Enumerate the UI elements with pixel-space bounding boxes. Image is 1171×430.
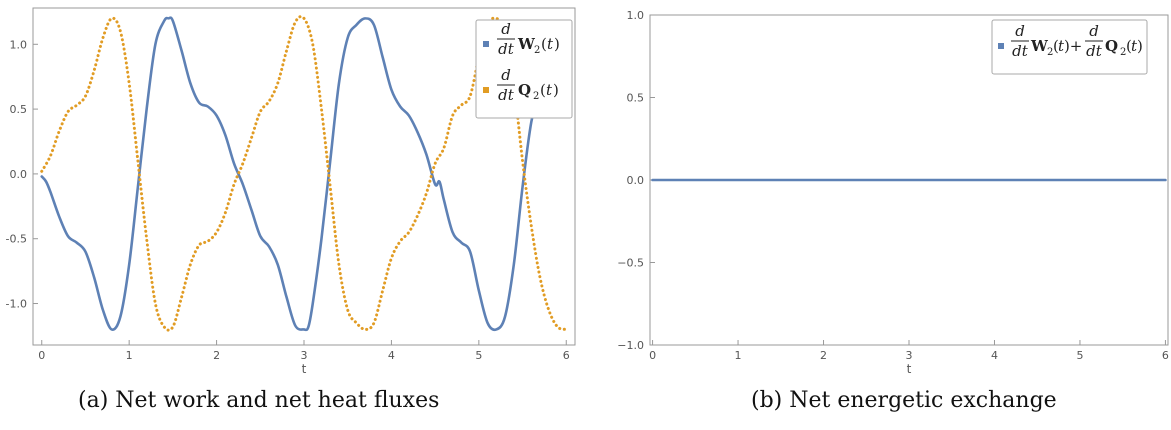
chart-b-y-tick-label: −1.0 [617, 339, 644, 352]
svg-text:2: 2 [533, 91, 539, 102]
legend-a-label-work: d dt W 2 ( t ) [497, 20, 560, 58]
chart-b-x-tick-label: 6 [1162, 349, 1169, 362]
legend-a-swatch-work [483, 41, 489, 47]
svg-text:2: 2 [1047, 47, 1053, 58]
svg-text:t: t [546, 81, 553, 99]
svg-text:Q: Q [1105, 37, 1118, 55]
svg-text:): ) [1137, 37, 1143, 55]
chart-b-x-tick-label: 5 [1076, 349, 1083, 362]
svg-text:dt: dt [1012, 42, 1029, 60]
svg-text:): ) [1064, 37, 1070, 55]
chart-a-y-tick-label: 1.0 [10, 38, 28, 51]
legend-a-label-heat: d dt Q 2 ( t ) [497, 66, 559, 104]
caption-a: (a) Net work and net heat fluxes [78, 388, 440, 413]
chart-a-x-tick-label: 3 [301, 349, 308, 362]
svg-text:d: d [501, 66, 511, 84]
chart-a-y-tick-label: -1.0 [6, 298, 27, 311]
svg-text:W: W [1030, 37, 1049, 55]
chart-b-y-tick-label: 0.5 [627, 92, 645, 105]
svg-text:dt: dt [498, 40, 515, 58]
chart-b-x-tick-label: 0 [649, 349, 656, 362]
chart-b: 0 1 2 3 4 5 6 −1.0 −0.5 0.0 0.5 1.0 t d dt W 2 ( t … [617, 9, 1169, 376]
chart-b-x-tick-label: 1 [735, 349, 742, 362]
svg-text:t: t [1131, 37, 1138, 55]
chart-b-x-tick-label: 2 [820, 349, 827, 362]
chart-a-x-tick-label: 5 [475, 349, 482, 362]
chart-a-y-tick-label: 0.5 [10, 103, 28, 116]
chart-b-legend: d dt W 2 ( t ) + d dt Q 2 ( t ) [991, 19, 1148, 75]
svg-text:d: d [1089, 22, 1099, 40]
svg-text:(: ( [1126, 37, 1132, 55]
chart-a-x-tick-label: 0 [38, 349, 45, 362]
chart-b-y-tick-label: 1.0 [627, 9, 645, 22]
chart-b-x-axis-label: t [907, 362, 912, 376]
svg-text:dt: dt [1086, 42, 1103, 60]
chart-a-x-tick-label: 4 [388, 349, 395, 362]
svg-text:(: ( [540, 81, 546, 99]
svg-text:(: ( [1053, 37, 1059, 55]
svg-text:t: t [547, 35, 554, 53]
chart-b-y-tick-label: 0.0 [627, 174, 645, 187]
chart-a-x-tick-label: 1 [126, 349, 133, 362]
chart-b-ticks: 0 1 2 3 4 5 6 −1.0 −0.5 0.0 0.5 1.0 [617, 9, 1169, 362]
svg-text:+: + [1070, 37, 1083, 55]
chart-a-y-tick-label: -0.5 [6, 233, 27, 246]
svg-text:2: 2 [534, 45, 540, 56]
chart-a: 0 1 2 3 4 5 6 -1.0 -0.5 0.0 0.5 1.0 t d dt W 2 ( t … [6, 7, 576, 376]
svg-text:2: 2 [1120, 47, 1126, 58]
chart-b-y-tick-label: −0.5 [617, 257, 644, 270]
svg-text:): ) [554, 35, 560, 53]
chart-a-x-tick-label: 6 [563, 349, 570, 362]
chart-a-legend: d dt W 2 ( t ) d dt Q 2 ( t ) [475, 19, 573, 119]
chart-a-ticks: 0 1 2 3 4 5 6 -1.0 -0.5 0.0 0.5 1.0 [6, 38, 570, 362]
chart-a-x-axis-label: t [302, 362, 307, 376]
svg-text:d: d [501, 20, 511, 38]
chart-a-y-tick-label: 0.0 [10, 168, 28, 181]
svg-text:Q: Q [518, 81, 531, 99]
chart-b-x-tick-label: 3 [906, 349, 913, 362]
chart-a-series-0-line [40, 16, 542, 332]
legend-a-swatch-heat [483, 87, 489, 93]
svg-text:d: d [1015, 22, 1025, 40]
svg-text:(: ( [541, 35, 547, 53]
svg-text:W: W [517, 35, 536, 53]
chart-a-x-tick-label: 2 [213, 349, 220, 362]
caption-b: (b) Net energetic exchange [751, 388, 1057, 413]
chart-b-legend-box [991, 19, 1148, 75]
svg-text:dt: dt [498, 86, 515, 104]
chart-b-x-tick-label: 4 [991, 349, 998, 362]
legend-b-swatch-sum [998, 43, 1004, 49]
chart-a-legend-box [475, 19, 573, 119]
svg-text:): ) [553, 81, 559, 99]
legend-b-label-sum: d dt W 2 ( t ) + d dt Q 2 ( t ) [1011, 22, 1143, 60]
svg-text:t: t [1058, 37, 1065, 55]
